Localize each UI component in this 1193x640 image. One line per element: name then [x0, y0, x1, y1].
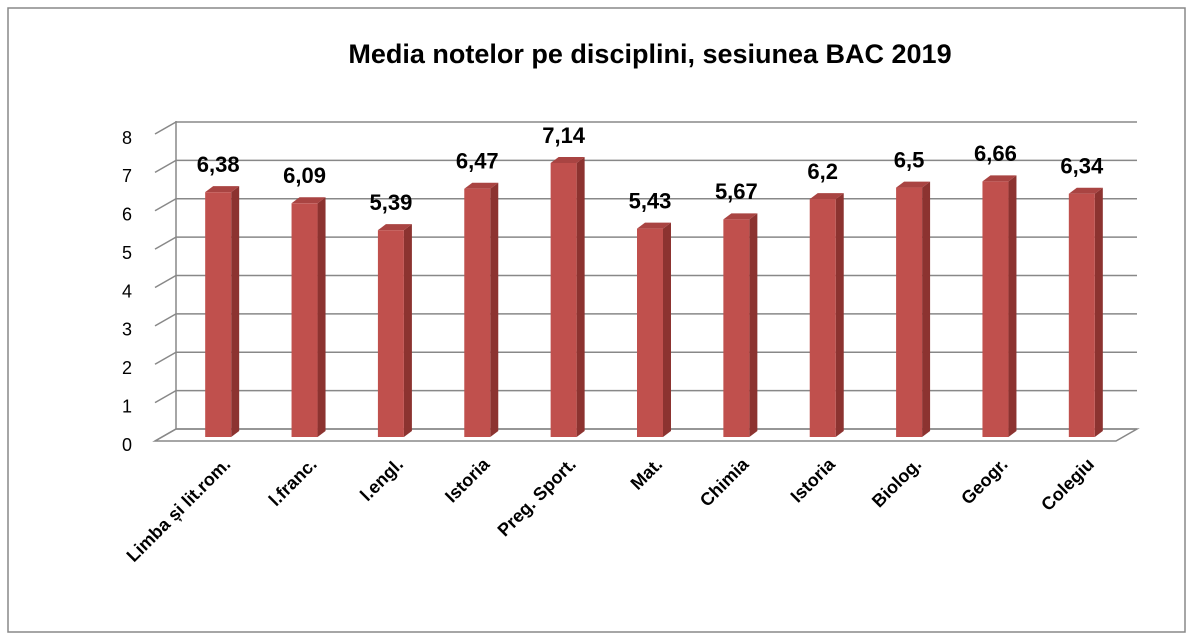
data-label: 5,67: [715, 179, 758, 204]
bar: [1068, 187, 1103, 437]
bar-side: [663, 222, 671, 437]
grid-tick: [154, 198, 177, 212]
grid-tick: [154, 274, 177, 289]
bar: [809, 193, 844, 437]
bar-front: [1068, 193, 1095, 437]
bar: [464, 182, 499, 437]
bar-side: [490, 182, 499, 437]
bar-top: [637, 222, 671, 229]
bar-front: [377, 230, 404, 437]
bar-front: [809, 199, 836, 437]
bar: [982, 175, 1017, 438]
bar-top: [377, 224, 412, 231]
bar-top: [291, 197, 326, 204]
bar: [205, 186, 240, 437]
bar-top: [982, 175, 1017, 182]
y-tick-label: 4: [122, 281, 132, 301]
bar: [637, 222, 671, 437]
bar-side: [576, 157, 585, 437]
bar-front: [637, 228, 663, 437]
bar-front: [550, 163, 577, 437]
y-tick-label: 7: [122, 166, 132, 186]
bar-top: [464, 182, 499, 189]
data-label: 6,38: [197, 152, 240, 177]
data-label: 6,34: [1060, 154, 1104, 179]
data-label: 6,47: [456, 149, 499, 174]
data-label: 5,43: [629, 188, 672, 213]
grid-tick: [154, 121, 177, 135]
bar-side: [403, 224, 412, 437]
y-tick-label: 8: [122, 128, 132, 148]
data-label: 6,09: [283, 163, 326, 188]
bar-top: [550, 157, 585, 164]
grid-tick: [154, 159, 177, 174]
bar-front: [896, 187, 923, 437]
y-tick-label: 1: [122, 396, 132, 416]
y-tick-label: 2: [122, 358, 132, 378]
bar-top: [205, 186, 240, 193]
grid-tick: [154, 428, 177, 442]
bar-front: [291, 203, 318, 437]
bar-top: [896, 181, 931, 188]
bar: [896, 181, 931, 437]
grid-tick: [154, 236, 177, 250]
bar-side: [922, 181, 931, 437]
bar: [550, 157, 585, 437]
bar-top: [723, 213, 758, 220]
data-label: 5,39: [369, 190, 412, 215]
bar-top: [809, 193, 844, 200]
bar-side: [231, 186, 240, 437]
bar-front: [205, 192, 232, 437]
bar-side: [749, 213, 758, 437]
data-label: 6,5: [894, 147, 925, 172]
bar-front: [723, 219, 750, 437]
y-tick-label: 3: [122, 320, 132, 340]
bar-side: [1008, 175, 1017, 438]
bar-front: [464, 188, 491, 437]
data-label: 6,66: [974, 141, 1017, 166]
chart-title: Media notelor pe disciplini, sesiunea BA…: [348, 39, 951, 69]
grid-tick: [154, 389, 177, 404]
bar: [377, 224, 412, 437]
bar: [723, 213, 758, 437]
y-tick-label: 5: [122, 243, 132, 263]
bar: [291, 197, 326, 437]
y-tick-label: 0: [122, 435, 132, 455]
bar-side: [317, 197, 326, 437]
grid-tick: [154, 313, 177, 327]
bar-front: [982, 181, 1009, 437]
data-label: 7,14: [542, 123, 586, 148]
bar-side: [1094, 187, 1103, 437]
y-tick-label: 6: [122, 205, 132, 225]
data-label: 6,2: [807, 159, 838, 184]
grid-tick: [154, 351, 177, 365]
bar-side: [835, 193, 844, 437]
bar-top: [1068, 187, 1103, 194]
